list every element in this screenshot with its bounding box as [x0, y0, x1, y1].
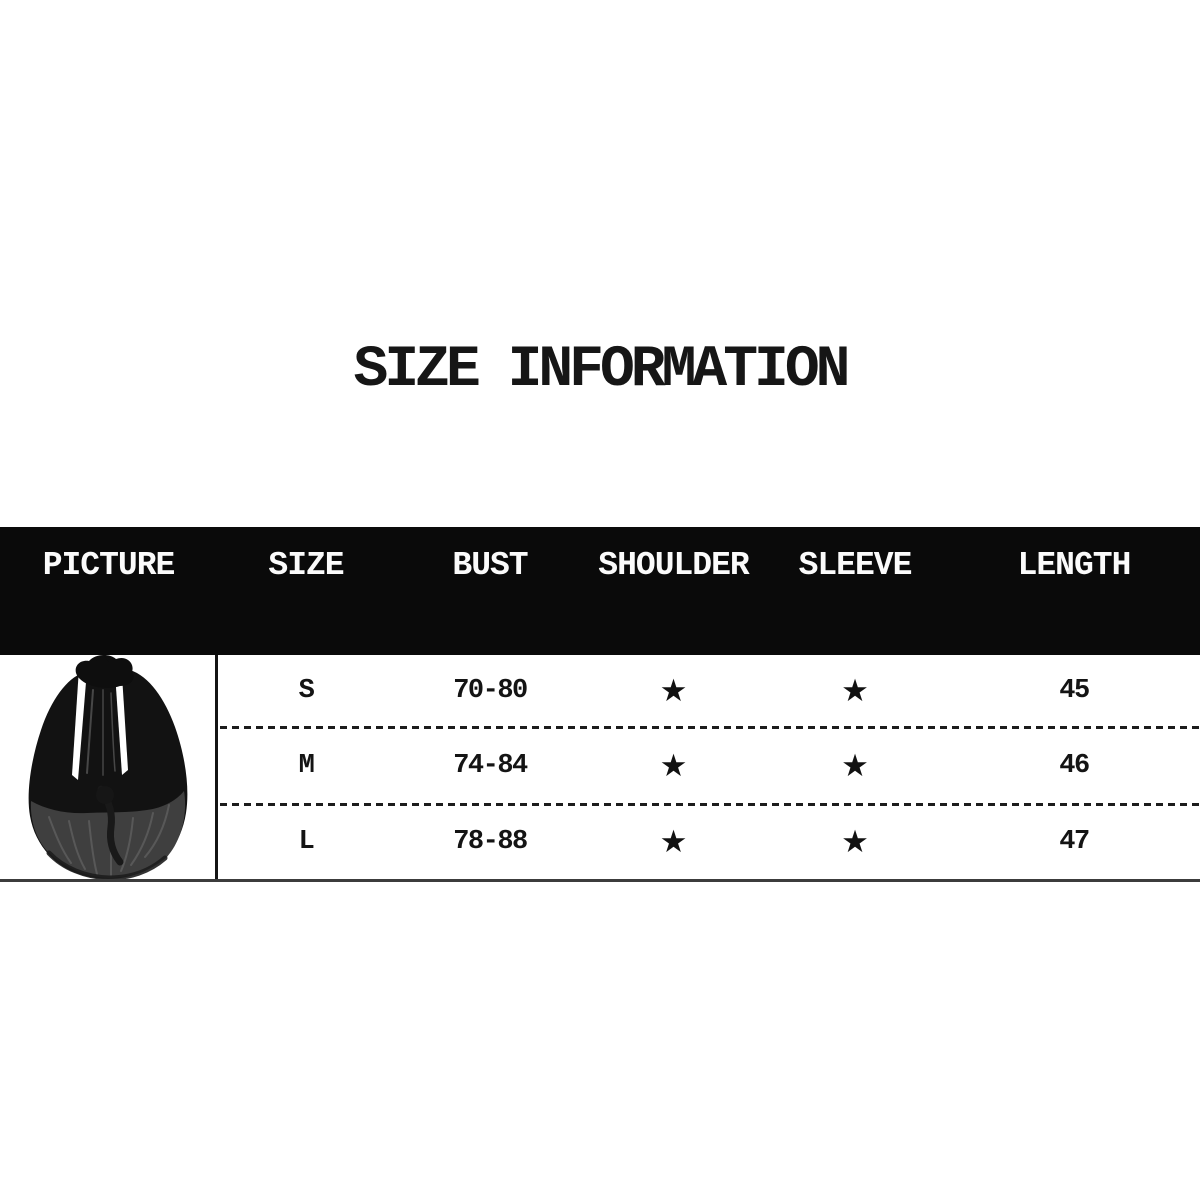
page-title: SIZE INFORMATION — [353, 338, 851, 403]
star-icon: ★ — [841, 748, 869, 784]
column-header-picture: PICTURE — [42, 547, 176, 584]
star-icon: ★ — [841, 672, 869, 709]
length-cell: 47 — [1059, 827, 1090, 857]
column-header-shoulder: SHOULDER — [598, 547, 749, 584]
table-row-m: M 74-84 ★ ★ 46 — [217, 729, 1200, 804]
product-picture-cell — [0, 655, 215, 881]
column-header-length: LENGTH — [1017, 547, 1132, 584]
table-row-l: L 78-88 ★ ★ 47 — [217, 806, 1200, 879]
star-icon: ★ — [659, 672, 688, 709]
table-header: PICTURE SIZE BUST SHOULDER SLEEVE LENGTH — [0, 527, 1200, 655]
star-icon: ★ — [841, 824, 869, 860]
table-bottom-border — [0, 879, 1200, 882]
picture-column-divider-line — [215, 655, 218, 879]
bust-cell: 78-88 — [453, 827, 528, 857]
column-header-sleeve: SLEEVE — [798, 547, 913, 584]
table-body: S 70-80 ★ ★ 45 M 74-84 ★ ★ 46 L 78-88 ★ … — [0, 655, 1200, 882]
star-icon: ★ — [659, 824, 688, 860]
size-cell: M — [298, 751, 315, 781]
row-divider-dashed-line — [220, 803, 1200, 806]
size-cell: L — [298, 827, 315, 857]
length-cell: 46 — [1059, 751, 1090, 781]
row-divider-dashed-line — [220, 726, 1200, 729]
bust-cell: 70-80 — [453, 675, 528, 706]
length-cell: 45 — [1059, 675, 1090, 706]
size-rows: S 70-80 ★ ★ 45 M 74-84 ★ ★ 46 L 78-88 ★ … — [217, 655, 1200, 879]
product-photo-halter-top-image — [28, 655, 187, 881]
size-cell: S — [298, 675, 315, 706]
star-icon: ★ — [659, 748, 688, 784]
bust-cell: 74-84 — [453, 751, 528, 781]
column-header-size: SIZE — [268, 547, 344, 584]
table-row-s: S 70-80 ★ ★ 45 — [217, 655, 1200, 727]
column-header-bust: BUST — [452, 547, 528, 584]
